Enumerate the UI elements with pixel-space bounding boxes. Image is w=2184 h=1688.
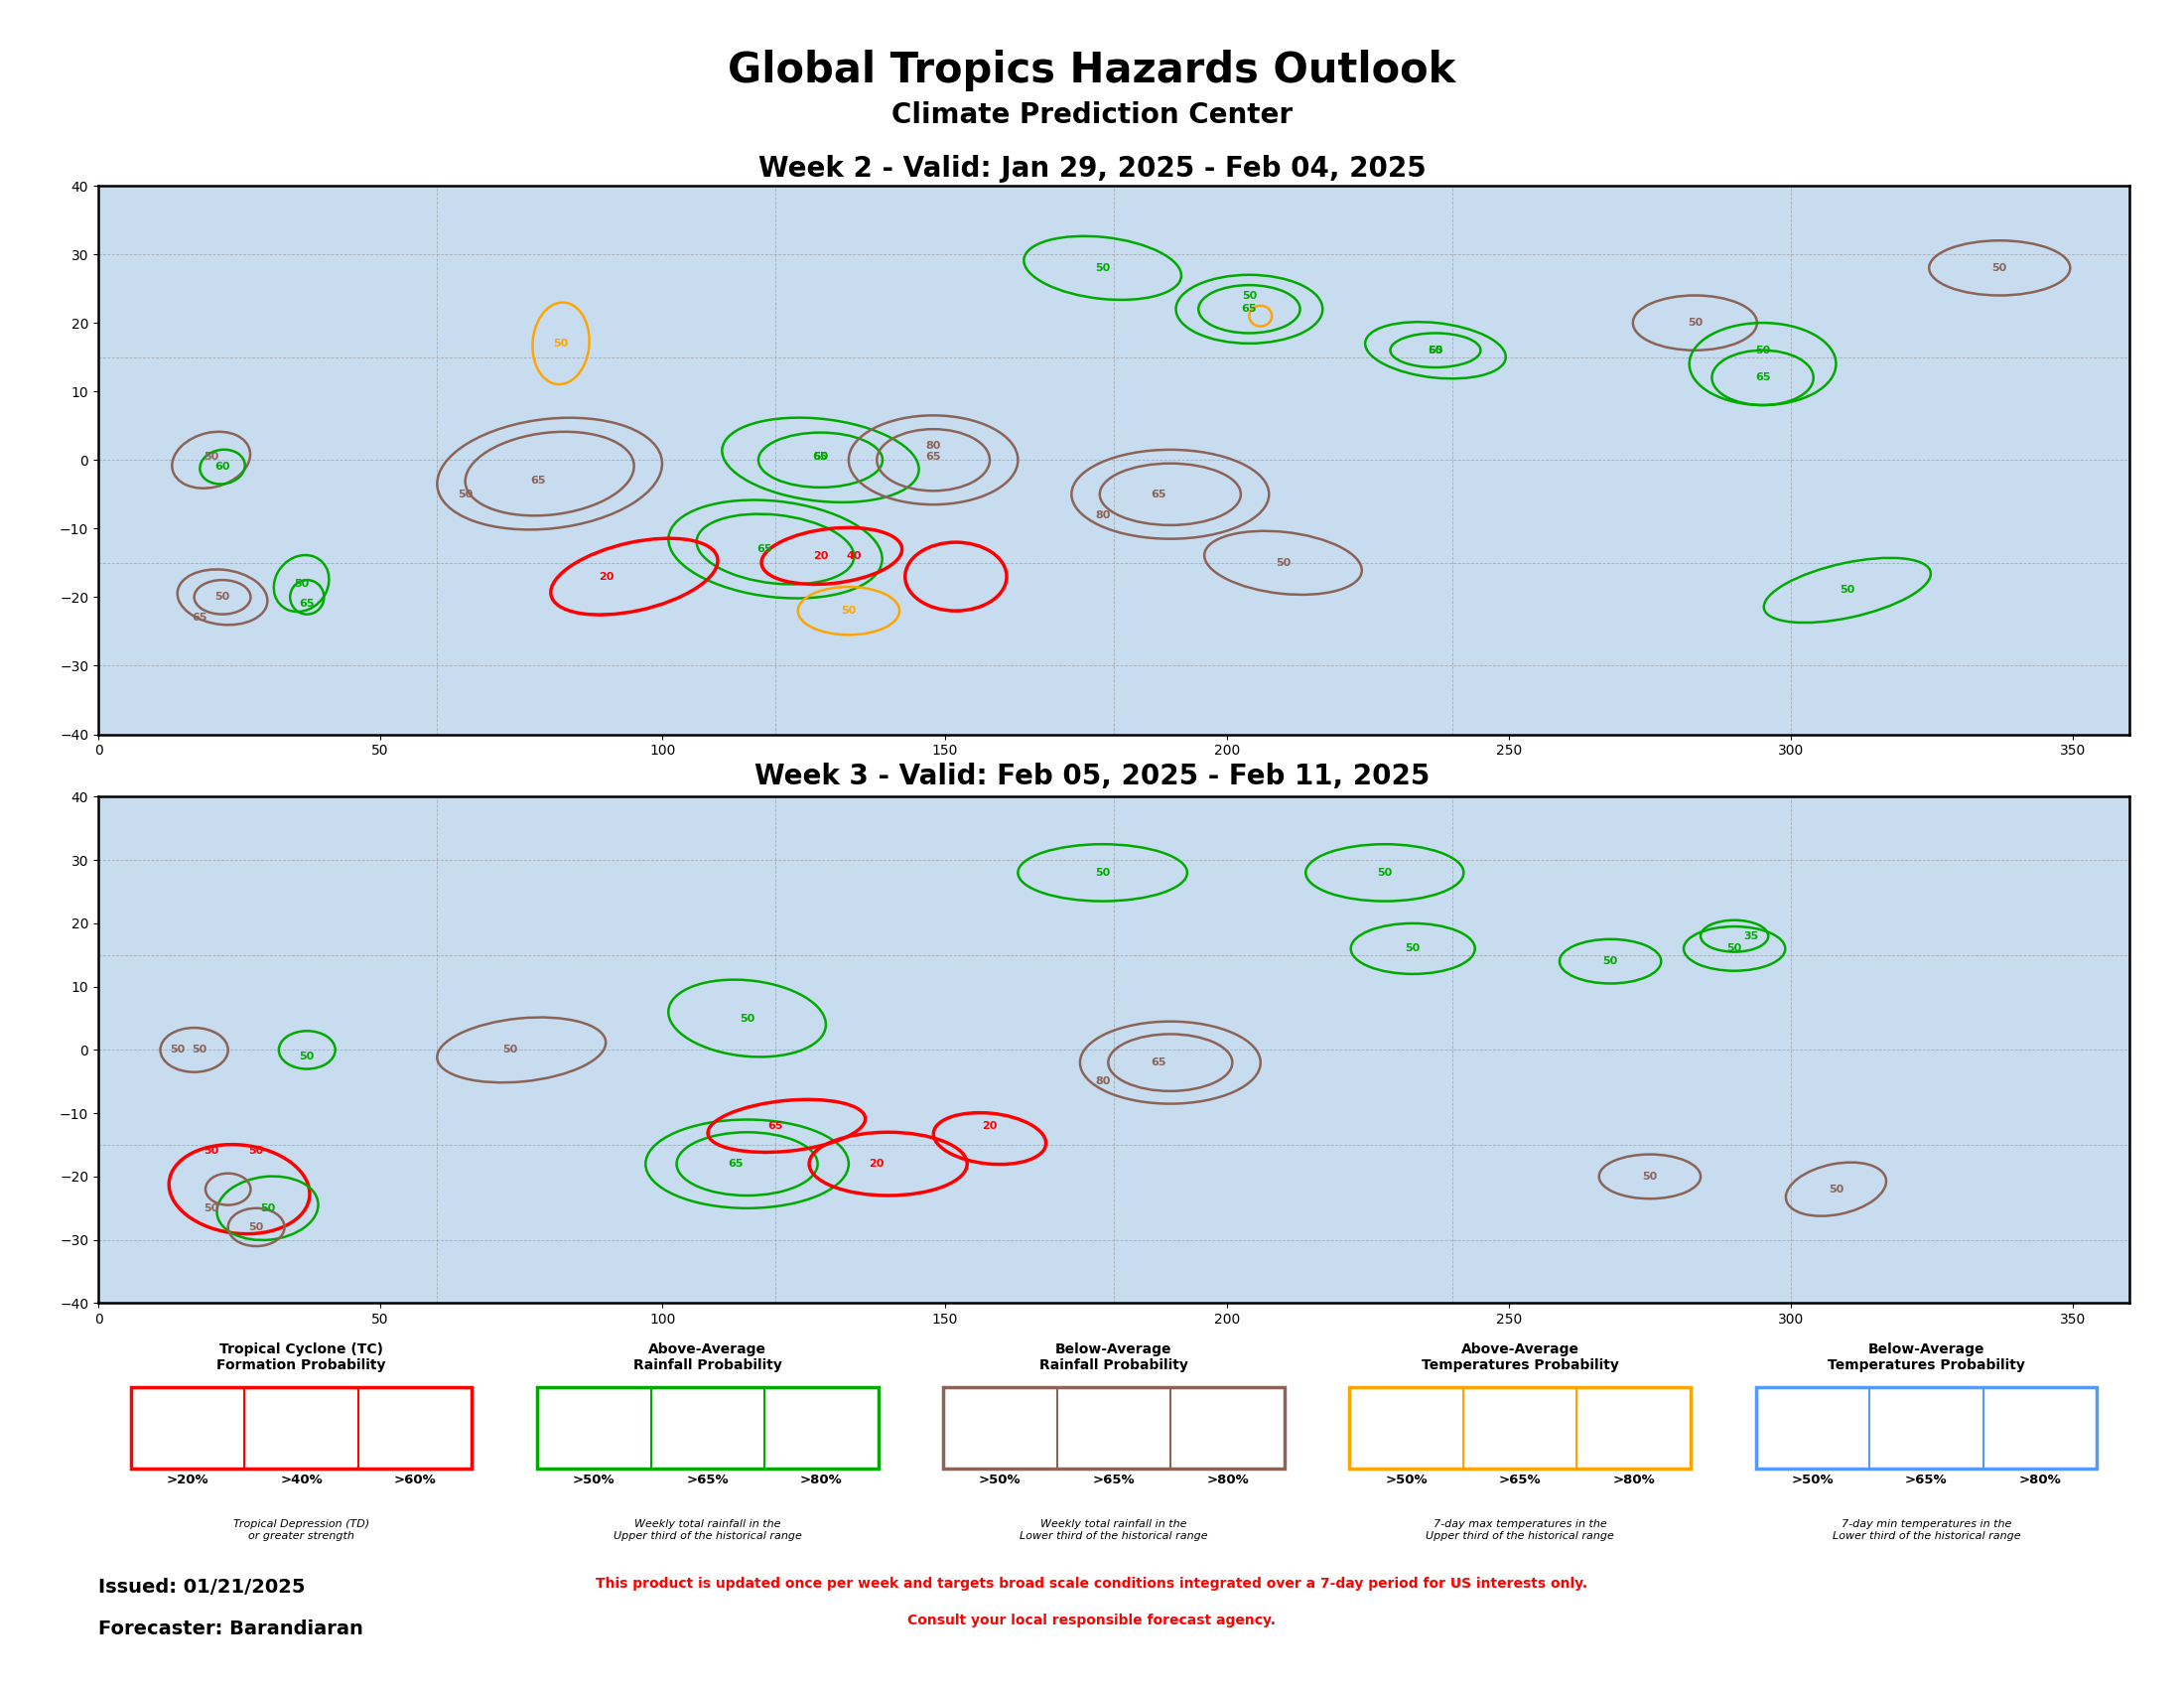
Text: 50: 50: [1756, 346, 1771, 354]
Text: Weekly total rainfall in the
Upper third of the historical range: Weekly total rainfall in the Upper third…: [614, 1519, 802, 1541]
Text: 65: 65: [1756, 373, 1771, 383]
Text: >60%: >60%: [393, 1474, 437, 1487]
Text: 50: 50: [260, 1204, 275, 1214]
Text: 65: 65: [1151, 490, 1166, 500]
Text: Tropical Cyclone (TC)
Formation Probability: Tropical Cyclone (TC) Formation Probabil…: [216, 1342, 387, 1372]
Text: 50: 50: [1728, 944, 1743, 954]
Text: >50%: >50%: [572, 1474, 616, 1487]
Text: 65: 65: [727, 1160, 743, 1168]
Text: 50: 50: [1378, 868, 1391, 878]
Text: 50: 50: [203, 452, 218, 461]
Text: 50: 50: [1688, 317, 1704, 327]
Text: 7-day max temperatures in the
Upper third of the historical range: 7-day max temperatures in the Upper thir…: [1426, 1519, 1614, 1541]
Text: 50: 50: [1642, 1171, 1658, 1182]
Text: >65%: >65%: [1092, 1474, 1136, 1487]
Text: >50%: >50%: [1385, 1474, 1428, 1487]
Text: 50: 50: [1839, 586, 1854, 596]
Text: 50: 50: [299, 1052, 314, 1062]
Text: >65%: >65%: [686, 1474, 729, 1487]
Text: 50: 50: [170, 1045, 186, 1055]
Text: 50: 50: [1603, 957, 1618, 966]
Text: 65: 65: [767, 1121, 784, 1131]
Text: 20: 20: [598, 572, 614, 582]
Text: 50: 50: [1094, 263, 1109, 273]
Text: 50: 50: [295, 579, 308, 589]
Text: 50: 50: [553, 338, 568, 348]
Text: 50: 50: [1275, 557, 1291, 567]
Text: Weekly total rainfall in the
Lower third of the historical range: Weekly total rainfall in the Lower third…: [1020, 1519, 1208, 1541]
Text: 65: 65: [1428, 346, 1444, 354]
Text: 50: 50: [1243, 290, 1256, 300]
Text: 50: 50: [1828, 1185, 1843, 1193]
Text: 65: 65: [926, 452, 941, 461]
Text: Week 2 - Valid: Jan 29, 2025 - Feb 04, 2025: Week 2 - Valid: Jan 29, 2025 - Feb 04, 2…: [758, 155, 1426, 182]
Text: 20: 20: [812, 550, 828, 560]
Text: 80: 80: [926, 441, 941, 451]
Text: 50: 50: [502, 1045, 518, 1055]
Text: >80%: >80%: [1612, 1474, 1655, 1487]
Text: Week 3 - Valid: Feb 05, 2025 - Feb 11, 2025: Week 3 - Valid: Feb 05, 2025 - Feb 11, 2…: [753, 763, 1431, 790]
Text: >80%: >80%: [799, 1474, 843, 1487]
Text: 50: 50: [456, 490, 472, 500]
Text: 20: 20: [869, 1160, 885, 1168]
Text: >65%: >65%: [1498, 1474, 1542, 1487]
Text: Issued: 01/21/2025: Issued: 01/21/2025: [98, 1577, 306, 1597]
Text: >65%: >65%: [1904, 1474, 1948, 1487]
Text: Global Tropics Hazards Outlook: Global Tropics Hazards Outlook: [727, 51, 1457, 91]
Text: Above-Average
Temperatures Probability: Above-Average Temperatures Probability: [1422, 1342, 1618, 1372]
Text: >80%: >80%: [1206, 1474, 1249, 1487]
Text: 50: 50: [1428, 346, 1444, 354]
Text: 50: 50: [192, 1045, 207, 1055]
Text: 50: 50: [841, 606, 856, 616]
Text: 50: 50: [203, 1146, 218, 1156]
Text: 50: 50: [1094, 868, 1109, 878]
Text: >50%: >50%: [1791, 1474, 1835, 1487]
Text: Above-Average
Rainfall Probability: Above-Average Rainfall Probability: [633, 1342, 782, 1372]
Text: 65: 65: [299, 599, 314, 609]
Text: >40%: >40%: [280, 1474, 323, 1487]
Text: This product is updated once per week and targets broad scale conditions integra: This product is updated once per week an…: [596, 1577, 1588, 1590]
Text: 7-day min temperatures in the
Lower third of the historical range: 7-day min temperatures in the Lower thir…: [1832, 1519, 2020, 1541]
Text: Forecaster: Barandiaran: Forecaster: Barandiaran: [98, 1619, 363, 1639]
Text: 65: 65: [192, 613, 207, 623]
Text: 50: 50: [1992, 263, 2007, 273]
Text: >20%: >20%: [166, 1474, 210, 1487]
Text: 65: 65: [531, 476, 546, 486]
Text: 65: 65: [812, 452, 828, 461]
Text: 50: 50: [203, 1204, 218, 1214]
Text: Below-Average
Rainfall Probability: Below-Average Rainfall Probability: [1040, 1342, 1188, 1372]
Text: 40: 40: [847, 550, 863, 560]
Text: 50: 50: [249, 1222, 264, 1232]
Text: Climate Prediction Center: Climate Prediction Center: [891, 101, 1293, 128]
Text: 65: 65: [756, 544, 771, 554]
Text: 35: 35: [1743, 932, 1758, 940]
Text: >80%: >80%: [2018, 1474, 2062, 1487]
Text: 50: 50: [812, 452, 828, 461]
Text: 60: 60: [214, 463, 229, 473]
Text: 80: 80: [1094, 1077, 1109, 1087]
Text: Consult your local responsible forecast agency.: Consult your local responsible forecast …: [909, 1614, 1275, 1627]
Text: Below-Average
Temperatures Probability: Below-Average Temperatures Probability: [1828, 1342, 2025, 1372]
Text: 20: 20: [983, 1121, 998, 1131]
Text: >50%: >50%: [978, 1474, 1022, 1487]
Text: 80: 80: [1094, 510, 1109, 520]
Text: 50: 50: [249, 1146, 264, 1156]
Text: 50: 50: [740, 1013, 756, 1023]
Text: Tropical Depression (TD)
or greater strength: Tropical Depression (TD) or greater stre…: [234, 1519, 369, 1541]
Text: 65: 65: [1241, 304, 1258, 314]
Text: 50: 50: [1404, 944, 1420, 954]
Text: 65: 65: [1151, 1058, 1166, 1067]
Text: 50: 50: [214, 592, 229, 603]
